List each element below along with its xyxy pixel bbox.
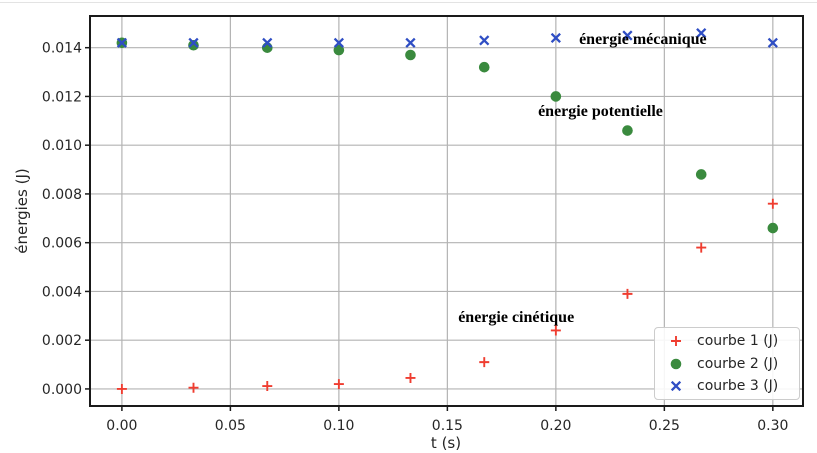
circle-marker — [405, 49, 416, 61]
plus-marker — [671, 336, 681, 347]
x-marker — [767, 37, 778, 48]
y-tick-label: 0.014 — [42, 41, 82, 57]
circle-marker — [333, 44, 345, 56]
y-tick-label: 0.010 — [42, 138, 82, 154]
series-courbe-3-J- — [116, 27, 778, 48]
x-marker — [116, 37, 128, 48]
plus-marker — [479, 357, 490, 368]
y-tick-label: 0.002 — [42, 333, 82, 349]
circle-marker-icon — [655, 356, 697, 372]
plus-marker-icon — [655, 333, 697, 349]
x-tick-label: 0.15 — [432, 418, 463, 434]
legend-label: courbe 2 (J) — [697, 355, 779, 372]
plus-marker — [767, 198, 778, 209]
plus-marker — [333, 379, 344, 390]
y-tick-label: 0.008 — [42, 187, 82, 203]
circle-marker — [767, 222, 779, 234]
x-marker — [479, 35, 490, 46]
y-tick-label: 0.004 — [42, 284, 82, 300]
y-tick-label: 0.006 — [42, 236, 82, 252]
legend-item-courbe-3: courbe 3 (J) — [655, 375, 795, 397]
circle-marker — [478, 61, 490, 73]
x-tick-label: 0.10 — [323, 418, 354, 434]
x-marker — [670, 380, 682, 391]
legend-item-courbe-1: courbe 1 (J) — [655, 330, 795, 352]
legend: courbe 1 (J) courbe 2 (J) courbe 3 (J) — [654, 327, 800, 400]
window-edge-line — [0, 2, 817, 3]
x-marker-icon — [655, 378, 697, 394]
legend-label: courbe 3 (J) — [697, 377, 779, 394]
x-tick-label: 0.00 — [106, 418, 137, 434]
x-tick-label: 0.25 — [649, 418, 680, 434]
y-axis-label: énergies (J) — [13, 168, 31, 254]
plus-marker — [262, 381, 273, 392]
x-marker — [405, 37, 416, 48]
x-marker — [333, 37, 344, 48]
plus-marker — [550, 325, 561, 336]
circle-marker — [188, 39, 199, 51]
plus-marker — [405, 372, 416, 383]
circle-marker — [695, 169, 707, 180]
legend-label: courbe 1 (J) — [697, 333, 779, 350]
plus-marker — [696, 242, 707, 253]
circle-marker — [550, 91, 562, 102]
x-marker — [696, 27, 707, 39]
plus-marker — [622, 288, 633, 299]
plot-border — [89, 15, 804, 407]
x-tick-label: 0.20 — [540, 418, 571, 434]
plus-marker — [116, 383, 127, 394]
plus-marker — [188, 382, 199, 393]
y-tick-label: 0.012 — [42, 89, 82, 105]
x-axis-label: t (s) — [430, 434, 462, 452]
x-marker — [622, 30, 633, 41]
x-tick-label: 0.30 — [757, 418, 788, 434]
circle-marker — [670, 358, 682, 369]
annotation-energie-cinetique: énergie cinétique — [458, 308, 575, 326]
x-marker — [188, 37, 199, 48]
annotation-energie-mecanique: énergie mécanique — [579, 31, 707, 49]
annotation-energie-potentielle: énergie potentielle — [538, 102, 663, 120]
circle-marker — [622, 125, 633, 136]
x-marker — [550, 32, 561, 44]
legend-item-courbe-2: courbe 2 (J) — [655, 353, 795, 375]
y-tick-label: 0.000 — [42, 382, 82, 398]
x-tick-label: 0.05 — [215, 418, 246, 434]
series-courbe-1-J- — [116, 198, 778, 394]
x-marker — [262, 37, 273, 48]
